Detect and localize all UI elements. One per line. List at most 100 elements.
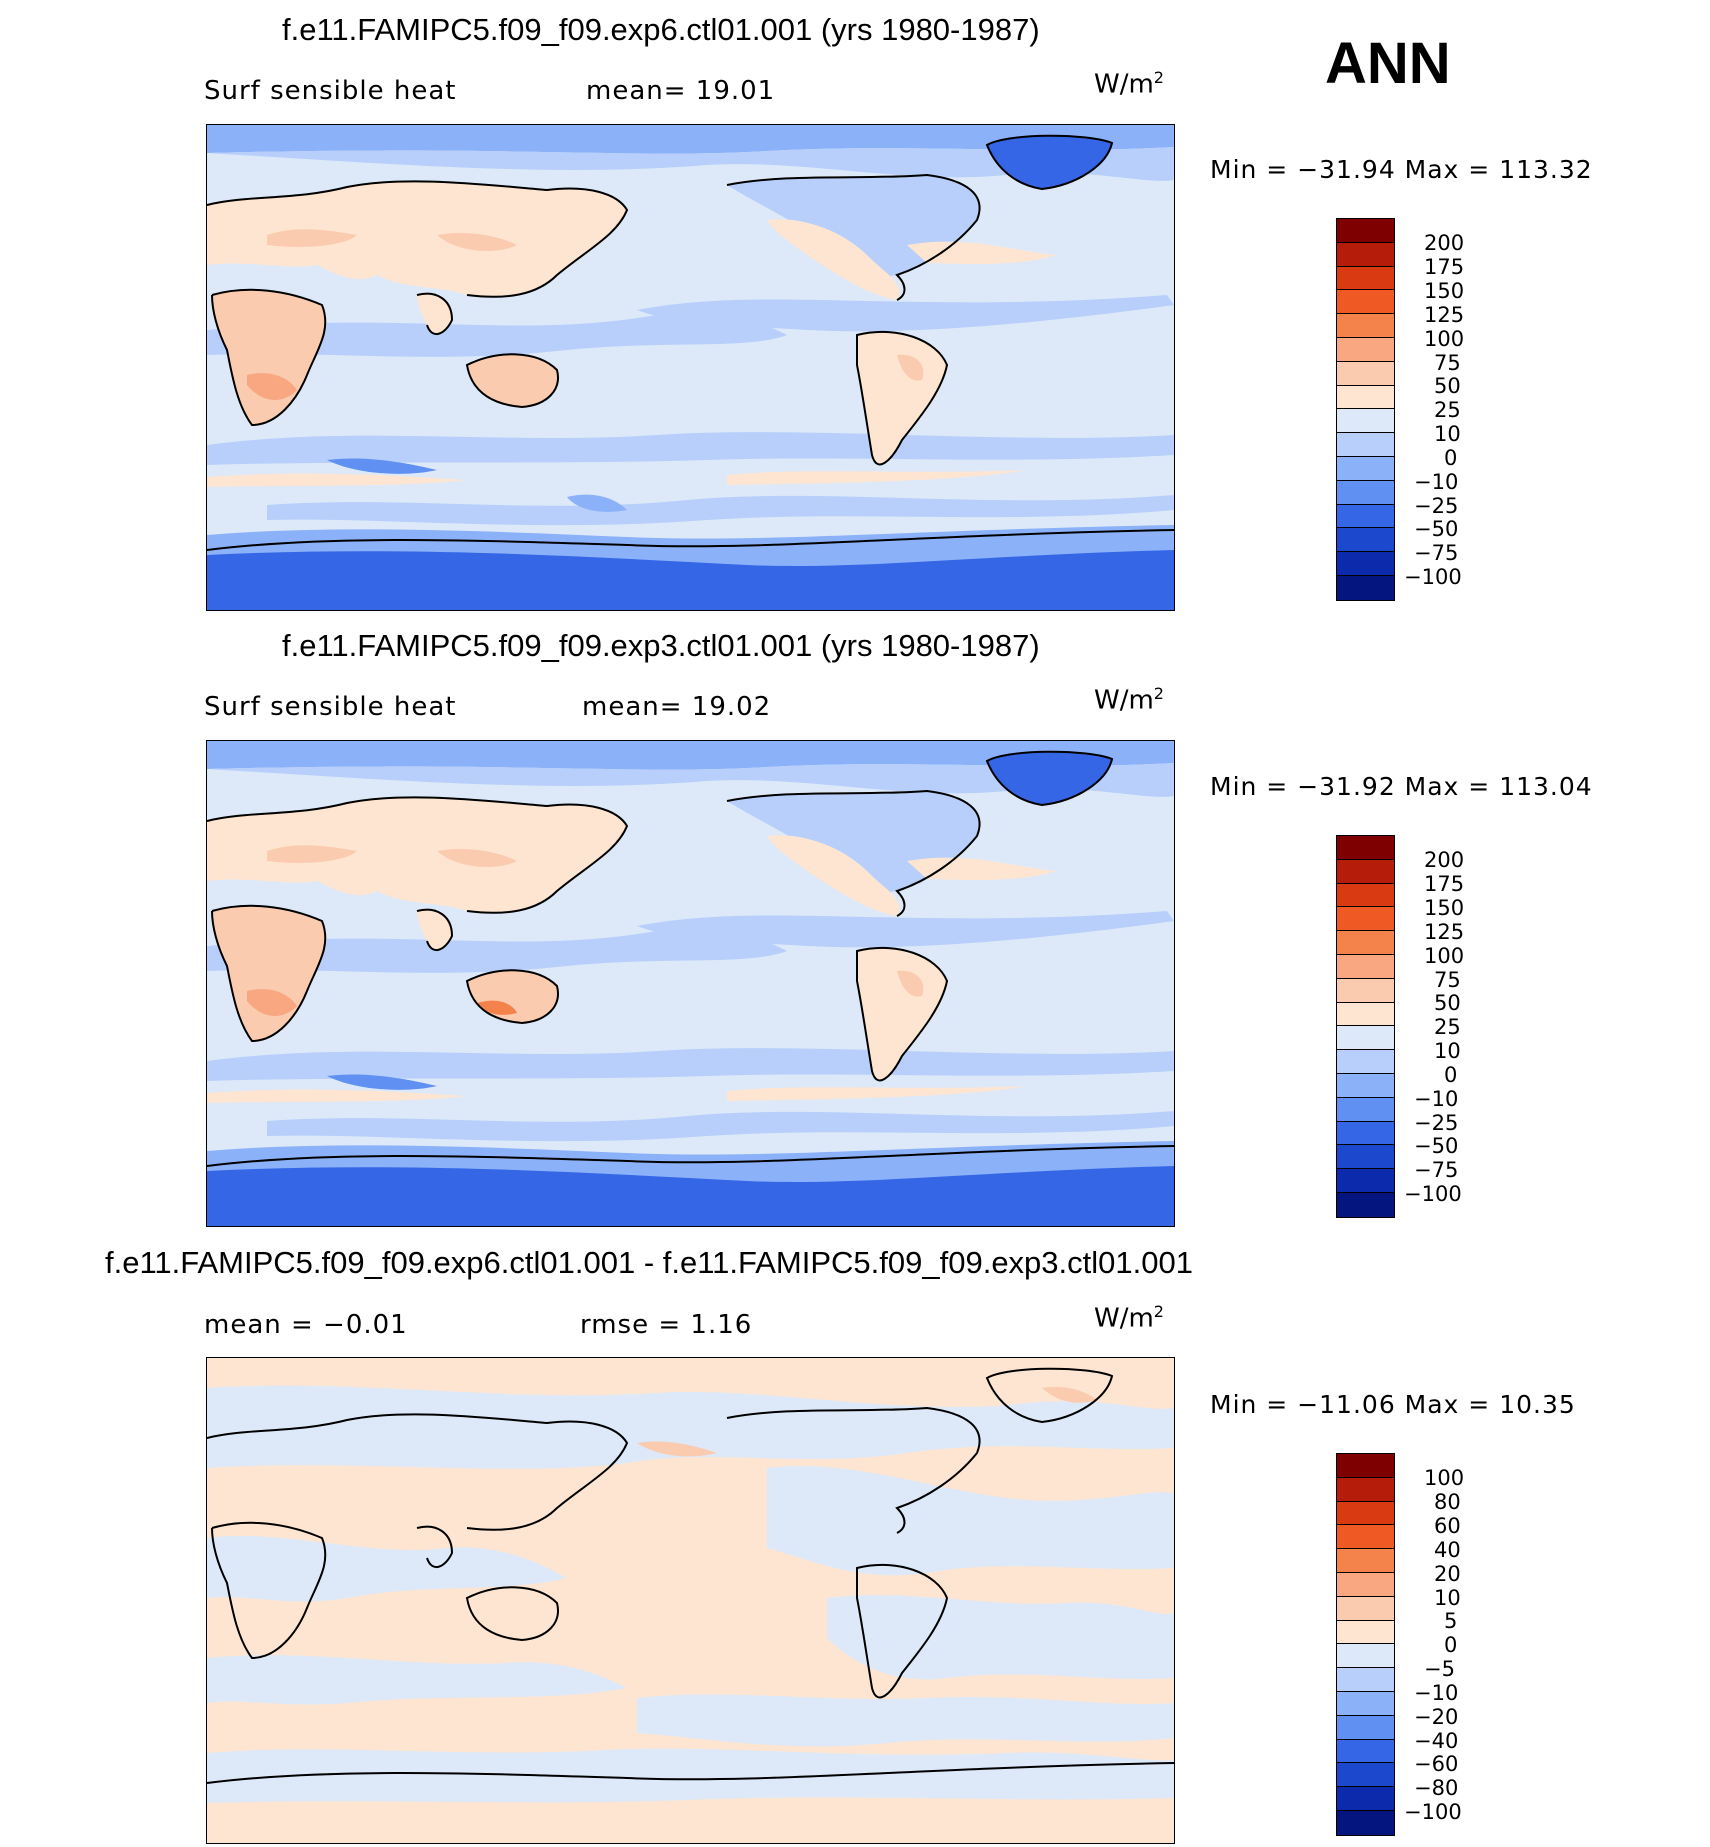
colorbar-label: 100: [1424, 944, 1465, 968]
colorbar-label: −5: [1424, 1657, 1455, 1681]
colorbar-label: 10: [1434, 1039, 1461, 1063]
colorbar-label: 175: [1424, 872, 1465, 896]
colorbar-box: [1337, 1810, 1394, 1835]
colorbar-label: −20: [1414, 1705, 1459, 1729]
panel-2-mean: mean= 19.02: [582, 692, 772, 722]
colorbar-label: 40: [1434, 1538, 1461, 1562]
colorbar-box: [1337, 978, 1394, 1003]
colorbar-box: [1337, 907, 1394, 932]
panel-2-variable-label: Surf sensible heat: [204, 692, 457, 722]
colorbar-box: [1337, 385, 1394, 410]
colorbar-box: [1337, 1002, 1394, 1027]
colorbar-box: [1337, 456, 1394, 481]
colorbar-label: 75: [1434, 351, 1461, 375]
colorbar-box: [1337, 1169, 1394, 1193]
colorbar-box: [1337, 1572, 1394, 1597]
colorbar-box: [1337, 552, 1394, 576]
colorbar-box: [1337, 1596, 1394, 1621]
colorbar-box: [1337, 1668, 1394, 1692]
panel-3-title: f.e11.FAMIPC5.f09_f09.exp6.ctl01.001 - f…: [105, 1245, 1193, 1280]
colorbar-box: [1337, 1097, 1394, 1122]
panel-1-title: f.e11.FAMIPC5.f09_f09.exp6.ctl01.001 (yr…: [282, 12, 1040, 47]
colorbar-label: 125: [1424, 920, 1465, 944]
panel-3-rmse: rmse = 1.16: [580, 1310, 753, 1340]
colorbar-box: [1337, 836, 1394, 860]
season-label: ANN: [1325, 31, 1451, 96]
colorbar-box: [1337, 1739, 1394, 1764]
colorbar-box: [1337, 409, 1394, 434]
panel-3-min-max: Min = −11.06 Max = 10.35: [1210, 1390, 1576, 1419]
colorbar-box: [1337, 1026, 1394, 1051]
panel-1-colorbar: [1336, 218, 1395, 601]
panel-3-map: [206, 1357, 1175, 1844]
colorbar-box: [1337, 1549, 1394, 1573]
colorbar-box: [1337, 1145, 1394, 1170]
colorbar-box: [1337, 859, 1394, 884]
colorbar-label: −10: [1414, 470, 1459, 494]
panel-3-units: W/m2: [1094, 1302, 1164, 1334]
colorbar-label: −100: [1404, 565, 1462, 589]
colorbar-box: [1337, 1073, 1394, 1098]
colorbar-box: [1337, 480, 1394, 505]
colorbar-box: [1337, 1121, 1394, 1146]
colorbar-box: [1337, 337, 1394, 362]
colorbar-label: 25: [1434, 398, 1461, 422]
colorbar-label: 0: [1444, 1633, 1458, 1657]
colorbar-box: [1337, 242, 1394, 267]
colorbar-label: 25: [1434, 1015, 1461, 1039]
panel-2-title: f.e11.FAMIPC5.f09_f09.exp3.ctl01.001 (yr…: [282, 628, 1040, 663]
panel-1-map: [206, 124, 1175, 611]
panel-3-mean: mean = −0.01: [204, 1310, 408, 1340]
colorbar-label: 200: [1424, 848, 1465, 872]
colorbar-box: [1337, 1501, 1394, 1526]
colorbar-box: [1337, 954, 1394, 979]
colorbar-box: [1337, 361, 1394, 386]
panel-2-units: W/m2: [1094, 684, 1164, 716]
colorbar-box: [1337, 1525, 1394, 1550]
colorbar-label: −10: [1414, 1681, 1459, 1705]
colorbar-box: [1337, 1050, 1394, 1074]
colorbar-label: −100: [1404, 1800, 1462, 1824]
colorbar-box: [1337, 1644, 1394, 1669]
panel-2-colorbar: [1336, 835, 1395, 1218]
colorbar-box: [1337, 1787, 1394, 1811]
colorbar-label: 150: [1424, 279, 1465, 303]
panel-1-mean: mean= 19.01: [586, 76, 776, 106]
colorbar-label: 10: [1434, 422, 1461, 446]
panel-1-variable-label: Surf sensible heat: [204, 76, 457, 106]
colorbar-label: 125: [1424, 303, 1465, 327]
panel-2-min-max: Min = −31.92 Max = 113.04: [1210, 772, 1593, 801]
colorbar-box: [1337, 931, 1394, 955]
colorbar-box: [1337, 1763, 1394, 1788]
colorbar-label: 10: [1434, 1586, 1461, 1610]
colorbar-box: [1337, 528, 1394, 553]
colorbar-label: 50: [1434, 374, 1461, 398]
colorbar-box: [1337, 883, 1394, 908]
colorbar-label: 175: [1424, 255, 1465, 279]
colorbar-label: −60: [1414, 1752, 1459, 1776]
colorbar-label: −75: [1414, 1158, 1459, 1182]
colorbar-label: 50: [1434, 991, 1461, 1015]
colorbar-box: [1337, 219, 1394, 243]
colorbar-label: −10: [1414, 1087, 1459, 1111]
colorbar-box: [1337, 290, 1394, 315]
colorbar-label: −75: [1414, 541, 1459, 565]
panel-3-colorbar: [1336, 1453, 1395, 1836]
panel-2-map: [206, 740, 1175, 1227]
colorbar-box: [1337, 1691, 1394, 1716]
colorbar-label: 60: [1434, 1514, 1461, 1538]
colorbar-box: [1337, 1477, 1394, 1502]
panel-1-min-max: Min = −31.94 Max = 113.32: [1210, 155, 1593, 184]
colorbar-label: −25: [1414, 1111, 1459, 1135]
colorbar-box: [1337, 1192, 1394, 1217]
colorbar-box: [1337, 504, 1394, 529]
colorbar-label: 200: [1424, 231, 1465, 255]
colorbar-box: [1337, 1715, 1394, 1740]
colorbar-label: −40: [1414, 1729, 1459, 1753]
colorbar-label: −80: [1414, 1776, 1459, 1800]
colorbar-box: [1337, 433, 1394, 457]
colorbar-label: 100: [1424, 327, 1465, 351]
colorbar-label: −100: [1404, 1182, 1462, 1206]
colorbar-label: 5: [1444, 1609, 1458, 1633]
colorbar-box: [1337, 1620, 1394, 1645]
